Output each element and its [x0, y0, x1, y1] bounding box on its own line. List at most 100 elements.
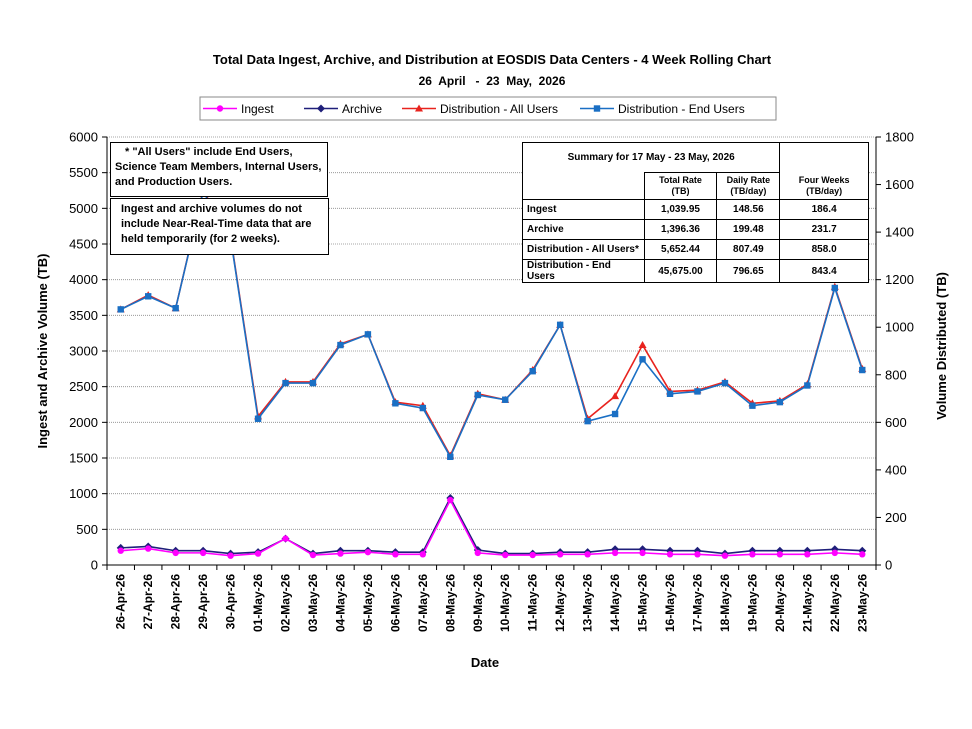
chart-subtitle: 26 April - 23 May, 2026	[419, 74, 566, 88]
row-daily: 807.49	[716, 239, 781, 260]
row-total: 1,396.36	[643, 219, 718, 240]
x-tick-label: 20-May-26	[773, 574, 787, 632]
data-point	[199, 549, 207, 557]
summary-row: Ingest 1,039.95 148.56 186.4	[522, 199, 869, 220]
y2-tick-label: 0	[885, 558, 892, 573]
row-label: Distribution - All Users*	[522, 239, 645, 260]
data-point	[364, 331, 372, 338]
row-total: 45,675.00	[643, 259, 718, 283]
legend-label: Ingest	[241, 102, 274, 116]
series-0	[117, 496, 866, 559]
x-tick-label: 14-May-26	[608, 574, 622, 632]
row-daily: 796.65	[716, 259, 781, 283]
header-line: (TB)	[671, 186, 690, 196]
y-tick-label: 4500	[69, 237, 98, 252]
y2-tick-label: 1400	[885, 225, 914, 240]
x-tick-label: 13-May-26	[581, 574, 595, 632]
data-point	[392, 400, 399, 407]
series-line	[120, 189, 864, 459]
data-point	[666, 390, 674, 397]
y-tick-label: 500	[76, 522, 98, 537]
row-four-weeks: 231.7	[779, 219, 869, 240]
x-tick-label: 19-May-26	[745, 574, 759, 632]
x-tick-label: 15-May-26	[636, 574, 650, 632]
data-point	[337, 341, 344, 349]
x-tick-label: 29-Apr-26	[196, 574, 210, 630]
note-line: held temporarily (for 2 weeks).	[121, 233, 280, 245]
series-line	[120, 496, 863, 555]
y-tick-label: 3000	[69, 344, 98, 359]
x-tick-label: 06-May-26	[388, 574, 402, 632]
row-daily: 199.48	[716, 219, 781, 240]
x-tick-label: 16-May-26	[663, 574, 677, 632]
x-tick-label: 04-May-26	[333, 574, 347, 632]
x-tick-label: 11-May-26	[526, 574, 540, 632]
summary-row: Distribution - End Users 45,675.00 796.6…	[522, 259, 869, 283]
data-point	[639, 356, 646, 363]
y2-tick-label: 600	[885, 415, 907, 430]
row-label: Ingest	[522, 199, 645, 220]
legend-label: Archive	[342, 102, 382, 116]
x-tick-label: 23-May-26	[855, 574, 869, 632]
data-point	[804, 551, 811, 558]
header-line: Total Rate	[659, 175, 702, 185]
data-point	[447, 496, 454, 504]
summary-header-blank	[522, 172, 645, 200]
x-tick-label: 10-May-26	[498, 574, 512, 632]
summary-header-total: Total Rate (TB)	[643, 172, 718, 200]
data-point	[776, 551, 784, 558]
summary-row: Archive 1,396.36 199.48 231.7	[522, 219, 869, 240]
legend-label: Distribution - All Users	[440, 102, 558, 116]
x-tick-label: 26-Apr-26	[114, 574, 128, 630]
x-tick-label: 02-May-26	[279, 574, 293, 632]
data-point	[392, 551, 399, 558]
x-tick-label: 17-May-26	[690, 574, 704, 632]
row-total: 1,039.95	[643, 199, 718, 220]
data-point	[556, 551, 564, 558]
x-tick-label: 07-May-26	[416, 574, 430, 632]
data-point	[144, 293, 152, 300]
data-point	[144, 545, 152, 552]
data-point	[117, 547, 124, 554]
x-tick-label: 08-May-26	[443, 574, 457, 632]
data-point	[749, 402, 756, 409]
x-tick-label: 01-May-26	[251, 574, 265, 632]
x-tick-label: 27-Apr-26	[141, 574, 155, 630]
legend-marker	[415, 104, 423, 112]
header-line: (TB/day)	[806, 185, 843, 196]
data-point	[502, 551, 509, 559]
y2-tick-label: 400	[885, 462, 907, 477]
x-tick-label: 22-May-26	[828, 574, 842, 632]
data-point	[337, 550, 344, 557]
data-point	[831, 284, 839, 292]
data-point	[502, 396, 509, 403]
data-point	[611, 392, 620, 400]
note-line: * "All Users" include End Users,	[125, 146, 293, 158]
data-point	[309, 551, 317, 559]
data-point	[282, 535, 289, 542]
y2-tick-label: 1800	[885, 130, 914, 145]
data-point	[804, 382, 811, 389]
summary-row: Distribution - All Users* 5,652.44 807.4…	[522, 239, 869, 260]
data-point	[584, 417, 591, 425]
note-line: Ingest and archive volumes do not	[121, 203, 302, 215]
note-line: include Near-Real-Time data that are	[121, 218, 312, 230]
note-ingest-archive: Ingest and archive volumes do not includ…	[110, 198, 329, 255]
data-point	[611, 410, 619, 418]
data-point	[474, 391, 481, 399]
x-tick-label: 09-May-26	[471, 574, 485, 632]
x-tick-label: 21-May-26	[800, 574, 814, 632]
y-tick-label: 5500	[69, 165, 98, 180]
data-point	[666, 551, 674, 558]
series-3	[117, 188, 866, 461]
row-four-weeks: 858.0	[779, 239, 869, 260]
legend-label: Distribution - End Users	[618, 102, 745, 116]
row-four-weeks: 843.4	[779, 259, 869, 283]
chart-title: Total Data Ingest, Archive, and Distribu…	[213, 52, 772, 67]
row-four-weeks: 186.4	[779, 199, 869, 220]
data-point	[529, 368, 536, 375]
summary-header-four-weeks: Four Weeks (TB/day)	[779, 172, 869, 200]
note-line: and Production Users.	[115, 176, 233, 188]
data-point	[227, 552, 234, 559]
y-tick-label: 3500	[69, 308, 98, 323]
